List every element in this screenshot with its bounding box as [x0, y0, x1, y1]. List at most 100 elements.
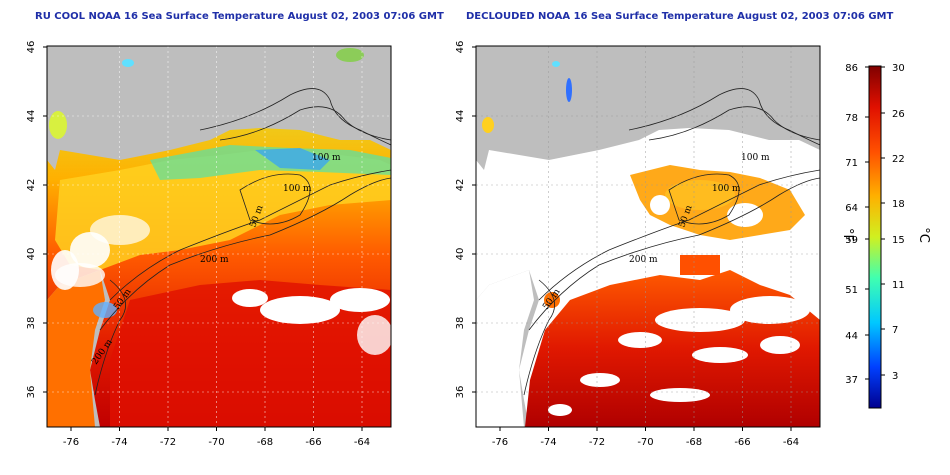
cloud-patch [232, 289, 268, 307]
left-map-title: RU COOL NOAA 16 Sea Surface Temperature … [35, 11, 444, 22]
cloud-patch [330, 288, 390, 312]
cloud-patch [730, 296, 810, 324]
lon-tick-label: -74 [540, 437, 556, 448]
lat-tick-label: 44 [455, 110, 466, 123]
celsius-label: 3 [892, 371, 898, 382]
cloud-patch [650, 195, 670, 215]
lat-tick-label: 38 [455, 317, 466, 330]
graticule [476, 46, 820, 427]
celsius-label: 26 [892, 109, 905, 120]
bay-water [49, 111, 67, 139]
lat-tick-label: 44 [26, 110, 37, 123]
fahrenheit-labels: 86 78 71 64 59 51 44 37 [845, 63, 858, 386]
fahrenheit-label: 44 [845, 331, 858, 342]
cloud-patch [51, 250, 79, 290]
right-lat-tick-labels: 46 44 42 40 38 36 [455, 41, 466, 399]
warm-water [544, 292, 560, 308]
cloud-patch [760, 336, 800, 354]
cloud-patch [618, 332, 662, 348]
cold-spot [255, 148, 330, 170]
lon-tick-label: -70 [637, 437, 653, 448]
fahrenheit-unit-label: °F [840, 228, 855, 242]
cloud-patch [692, 347, 748, 363]
left-map-axes [43, 46, 363, 431]
lat-tick-label: 36 [26, 386, 37, 399]
cloud-patch [548, 404, 572, 416]
left-map: 100 m 100 m 50 m 200 m 50 m 200 m [47, 46, 391, 427]
celsius-label: 30 [892, 63, 905, 74]
lon-tick-label: -72 [589, 437, 605, 448]
cloud-patch [260, 296, 340, 324]
fahrenheit-label: 86 [845, 63, 858, 74]
lon-tick-label: -66 [734, 437, 750, 448]
cloud-patch [727, 203, 763, 227]
depth-contour [523, 279, 556, 396]
bay-water [482, 117, 494, 133]
warm-water [680, 255, 720, 275]
lat-tick-label: 42 [455, 179, 466, 192]
lon-tick-label: -76 [492, 437, 508, 448]
depth-contour [99, 177, 391, 331]
lat-tick-label: 46 [26, 41, 37, 54]
left-lat-tick-labels: 46 44 42 40 38 36 [26, 41, 37, 399]
shelf-water [665, 180, 735, 210]
depth-contour [109, 169, 391, 301]
cloud-patch [357, 315, 391, 355]
lat-tick-label: 38 [26, 317, 37, 330]
celsius-labels: 30 26 22 18 15 11 7 3 [892, 63, 905, 382]
lon-tick-label: -68 [686, 437, 702, 448]
right-map: 100 m 100 m 50 m 200 m 50 m [476, 46, 820, 427]
right-lon-tick-labels: -76 -74 -72 -70 -68 -66 -64 [492, 437, 799, 448]
depth-contour [528, 177, 820, 331]
lon-tick-label: -76 [63, 437, 79, 448]
lon-tick-label: -68 [257, 437, 273, 448]
right-map-title: DECLOUDED NOAA 16 Sea Surface Temperatur… [466, 11, 894, 22]
colorbar-ticks [865, 66, 885, 380]
lat-tick-label: 46 [455, 41, 466, 54]
contour-label: 100 m [283, 184, 312, 194]
lon-tick-label: -66 [305, 437, 321, 448]
contour-label: 100 m [312, 153, 341, 163]
contour-label: 100 m [712, 184, 741, 194]
cloud-patch [655, 308, 745, 332]
lat-tick-label: 40 [26, 248, 37, 261]
colorbar: 86 78 71 64 59 51 44 37 30 26 22 18 15 1… [840, 63, 931, 409]
cloud-patch [90, 215, 150, 245]
contour-label: 200 m [200, 255, 229, 265]
lake-water [122, 59, 134, 67]
depth-contour [538, 169, 820, 301]
celsius-label: 7 [892, 325, 898, 336]
lat-tick-label: 42 [26, 179, 37, 192]
right-map-frame [475, 45, 821, 428]
lat-tick-label: 40 [455, 248, 466, 261]
fahrenheit-label: 37 [845, 375, 858, 386]
cloud-patch [580, 373, 620, 387]
clouded-coast [476, 270, 534, 427]
lat-tick-label: 36 [455, 386, 466, 399]
cloud-patch [650, 388, 710, 402]
celsius-label: 11 [892, 280, 905, 291]
contour-label: 100 m [741, 153, 770, 163]
contour-label: 200 m [629, 255, 658, 265]
coastal-warm-water [47, 270, 105, 427]
fahrenheit-label: 59 [845, 235, 858, 246]
lake-water [552, 61, 560, 67]
celsius-label: 15 [892, 235, 905, 246]
fahrenheit-label: 78 [845, 113, 858, 124]
graticule [47, 46, 391, 427]
celsius-unit-label: °C [916, 227, 931, 243]
depth-contour [239, 173, 311, 225]
lon-tick-label: -74 [111, 437, 127, 448]
lon-tick-label: -70 [208, 437, 224, 448]
left-map-frame [46, 45, 392, 428]
cool-coastal-spot [93, 302, 117, 318]
colorbar-gradient [868, 65, 882, 409]
left-lon-tick-labels: -76 -74 -72 -70 -68 -66 -64 [63, 437, 370, 448]
depth-contour [94, 279, 127, 396]
lon-tick-label: -64 [354, 437, 370, 448]
cold-water-band [150, 145, 391, 180]
fahrenheit-label: 51 [845, 285, 858, 296]
celsius-label: 22 [892, 154, 905, 165]
depth-contour [668, 173, 740, 225]
